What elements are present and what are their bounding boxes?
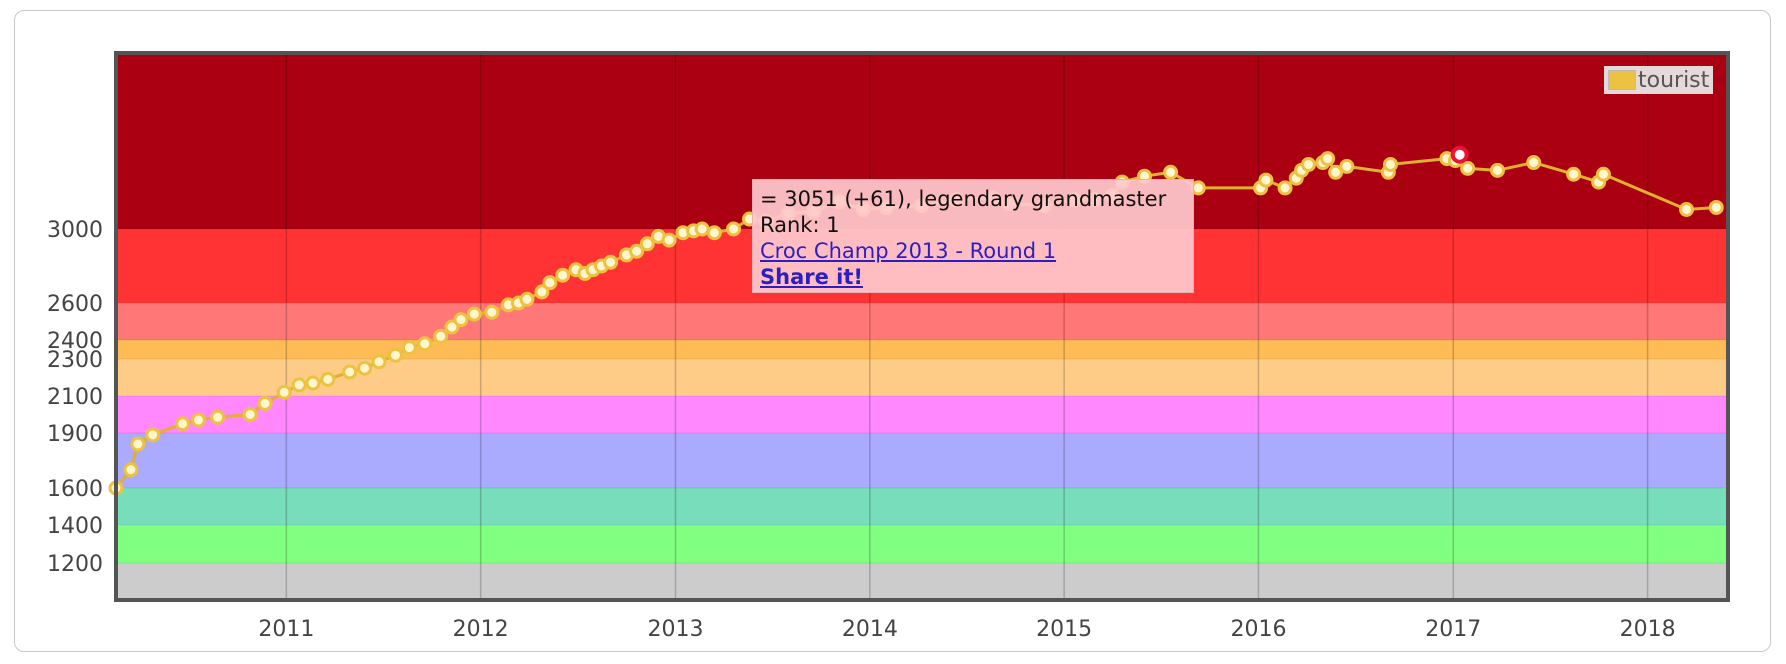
data-point: [320, 371, 336, 387]
y-tick-label: 1400: [47, 514, 103, 539]
data-point: [130, 436, 146, 452]
data-point: [639, 236, 655, 252]
x-tick-label: 2011: [258, 617, 314, 642]
data-point: [433, 328, 449, 344]
x-tick-label: 2018: [1620, 617, 1676, 642]
plot-border: [114, 51, 1730, 602]
x-tick-label: 2013: [648, 617, 704, 642]
data-point: [1595, 166, 1611, 182]
data-point: [534, 284, 550, 300]
x-tick-label: 2017: [1425, 617, 1481, 642]
legend-swatch: [1608, 70, 1636, 90]
data-point: [387, 347, 403, 363]
rating-band: [116, 396, 1728, 433]
data-point: [191, 412, 207, 428]
rating-band: [116, 525, 1728, 563]
data-point: [242, 407, 258, 422]
y-tick-label: 2400: [47, 329, 103, 354]
legend-label: tourist: [1638, 67, 1710, 93]
contest-link[interactable]: Croc Champ 2013 - Round 1: [760, 239, 1057, 263]
data-point: [257, 395, 273, 411]
data-point: [603, 254, 619, 270]
data-point: [210, 409, 226, 425]
data-point: [1328, 164, 1344, 180]
rating-band: [116, 563, 1728, 600]
x-tick-label: 2012: [453, 617, 509, 642]
rating-band: [116, 488, 1728, 525]
data-point: [466, 306, 482, 322]
data-point: [175, 416, 191, 432]
data-point: [726, 221, 742, 237]
rating-tooltip: = 3051 (+61), legendary grandmaster Rank…: [752, 179, 1194, 293]
data-point: [342, 364, 358, 380]
data-point: [1460, 160, 1476, 176]
tooltip-rank: Rank: 1: [760, 213, 840, 237]
y-tick-label: 1200: [47, 552, 103, 577]
data-point: [357, 360, 373, 376]
data-point: [694, 221, 710, 237]
data-point: [629, 243, 645, 259]
data-point: [145, 427, 161, 443]
data-point: [1300, 156, 1316, 172]
data-point: [1339, 158, 1355, 174]
data-point: [291, 377, 307, 393]
data-point: [1190, 180, 1206, 196]
data-point: [542, 275, 558, 291]
rating-band: [116, 359, 1728, 396]
x-tick-label: 2015: [1036, 617, 1092, 642]
legend: tourist: [1604, 66, 1714, 94]
data-point: [371, 354, 387, 370]
data-point: [1258, 172, 1274, 188]
data-point: [519, 291, 535, 307]
data-point: [1678, 201, 1694, 217]
share-link[interactable]: Share it!: [760, 265, 863, 289]
tooltip-rating: = 3051 (+61), legendary grandmaster: [760, 187, 1167, 211]
y-tick-label: 2100: [47, 385, 103, 410]
data-point: [1163, 164, 1179, 180]
data-point: [305, 375, 321, 391]
data-point: [1526, 155, 1542, 171]
y-tick-label: 3000: [47, 218, 103, 243]
data-point: [706, 225, 722, 241]
data-point: [555, 267, 571, 283]
rating-band: [116, 340, 1728, 359]
data-point: [1277, 180, 1293, 196]
y-tick-label: 1600: [47, 477, 103, 502]
data-point: [401, 340, 417, 356]
data-point: [484, 304, 500, 320]
data-point: [276, 384, 292, 400]
x-tick-label: 2014: [842, 617, 898, 642]
data-point: [1320, 151, 1336, 167]
x-tick-label: 2016: [1230, 617, 1286, 642]
y-tick-label: 2600: [47, 292, 103, 317]
data-point: [661, 232, 677, 248]
y-tick-label: 2300: [47, 348, 103, 373]
data-point: [123, 462, 139, 478]
data-point: [417, 336, 433, 352]
data-point: [453, 312, 469, 328]
rating-band: [116, 433, 1728, 488]
highlighted-point: [1450, 145, 1469, 164]
data-point: [1708, 199, 1724, 215]
data-point: [1489, 162, 1505, 178]
data-point: [1382, 156, 1398, 172]
y-tick-label: 1900: [47, 422, 103, 447]
data-point: [1566, 166, 1582, 182]
rating-band: [116, 303, 1728, 340]
